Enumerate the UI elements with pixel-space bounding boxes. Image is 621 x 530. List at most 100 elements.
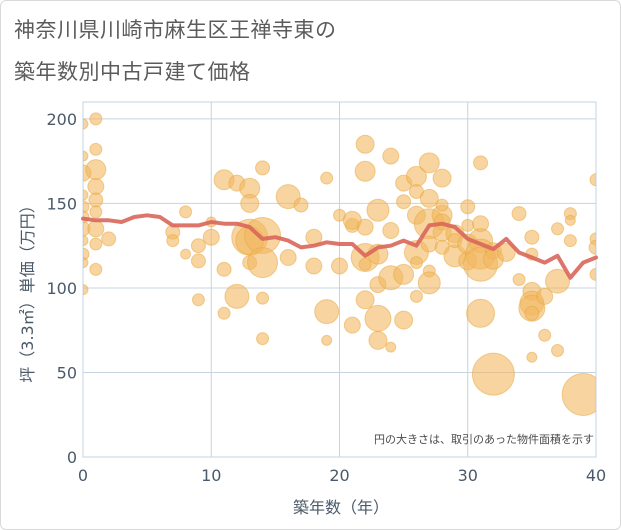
data-bubble — [343, 316, 361, 334]
x-tick-label: 10 — [201, 466, 221, 485]
data-bubble — [526, 351, 538, 363]
data-bubble — [83, 284, 89, 296]
data-bubble — [321, 334, 333, 346]
data-bubble — [190, 238, 206, 254]
tick-layer: 0 10 20 30 40 0 50 100 150 200 — [46, 110, 606, 485]
data-bubble — [432, 168, 452, 188]
x-tick-label: 20 — [329, 466, 349, 485]
data-bubble — [435, 198, 449, 212]
y-tick-label: 50 — [57, 363, 77, 382]
data-bubble — [551, 344, 565, 357]
data-bubble — [83, 257, 89, 269]
data-bubble — [87, 220, 105, 238]
grid-layer — [82, 101, 597, 458]
average-line-layer — [81, 213, 598, 280]
data-bubble — [394, 310, 414, 330]
data-bubble — [511, 206, 527, 222]
data-bubble — [417, 271, 441, 295]
data-bubble — [420, 235, 438, 253]
data-bubble — [536, 287, 554, 305]
data-bubble — [418, 152, 440, 174]
data-bubble — [512, 273, 526, 286]
data-bubble — [471, 352, 515, 396]
data-bubble — [83, 118, 89, 130]
data-bubble — [355, 134, 375, 154]
data-bubble — [545, 268, 571, 294]
bubble-size-note: 円の大きさは、取引のあった物件面積を示す — [374, 432, 594, 446]
data-bubble — [473, 155, 489, 171]
chart-title-line1: 神奈川県川崎市麻生区王禅寺東の — [14, 18, 337, 42]
data-bubble — [305, 257, 323, 275]
data-bubble — [179, 205, 193, 219]
data-bubble — [88, 192, 104, 208]
data-bubble — [314, 299, 340, 325]
y-tick-label: 150 — [46, 194, 77, 213]
data-bubble — [368, 330, 388, 350]
y-axis-title: 坪（3.3㎡）単価（万円） — [18, 197, 37, 382]
data-bubble — [190, 253, 206, 269]
data-bubble — [89, 112, 103, 126]
bubble-layer — [83, 112, 596, 416]
data-bubble — [89, 237, 103, 251]
y-tick-label: 100 — [46, 279, 77, 298]
data-bubble — [366, 198, 390, 222]
x-tick-label: 40 — [586, 466, 606, 485]
data-bubble — [217, 306, 231, 320]
x-tick-label: 30 — [458, 466, 478, 485]
data-bubble — [85, 159, 107, 181]
data-bubble — [320, 171, 334, 185]
data-bubble — [466, 298, 496, 328]
y-tick-label: 200 — [46, 110, 77, 129]
data-bubble — [83, 150, 89, 162]
data-bubble — [354, 160, 376, 182]
data-bubble — [382, 147, 400, 165]
data-bubble — [563, 234, 577, 248]
data-bubble — [382, 221, 400, 239]
data-bubble — [460, 199, 476, 215]
data-bubble — [83, 247, 90, 261]
data-bubble — [83, 235, 89, 247]
data-bubble — [180, 248, 192, 260]
data-bubble — [396, 194, 412, 210]
data-bubble — [202, 228, 220, 246]
data-bubble — [255, 160, 271, 176]
data-bubble — [588, 239, 596, 255]
data-bubble — [240, 193, 260, 213]
data-bubble — [101, 231, 117, 247]
data-bubble — [89, 262, 103, 276]
data-bubble — [331, 257, 348, 275]
data-bubble — [589, 173, 596, 187]
data-bubble — [393, 263, 415, 285]
data-bubble — [89, 205, 103, 219]
data-bubble — [564, 214, 576, 226]
chart-title-line2: 築年数別中古戸建て価格 — [14, 60, 251, 84]
data-bubble — [551, 222, 565, 236]
data-bubble — [409, 289, 423, 303]
data-bubble — [538, 328, 552, 342]
data-bubble — [191, 293, 205, 307]
data-bubble — [524, 305, 540, 321]
data-bubble — [524, 229, 540, 245]
data-bubble — [216, 261, 232, 277]
y-tick-label: 0 — [67, 448, 77, 467]
data-bubble — [293, 197, 309, 213]
data-bubble — [409, 256, 423, 270]
data-bubble — [247, 247, 279, 279]
data-bubble — [87, 178, 105, 196]
data-bubble — [89, 142, 103, 156]
data-bubble — [166, 234, 180, 248]
data-bubble — [356, 218, 374, 236]
data-bubble — [561, 372, 596, 416]
data-bubble — [224, 283, 250, 309]
data-bubble — [461, 218, 475, 232]
data-bubble — [279, 249, 297, 267]
data-bubble — [419, 188, 439, 208]
data-bubble — [256, 332, 270, 346]
data-bubble — [496, 242, 516, 262]
data-bubble — [364, 304, 392, 332]
data-bubble — [83, 200, 90, 214]
x-tick-label: 0 — [78, 466, 88, 485]
data-bubble — [256, 291, 270, 305]
data-bubble — [355, 290, 375, 310]
